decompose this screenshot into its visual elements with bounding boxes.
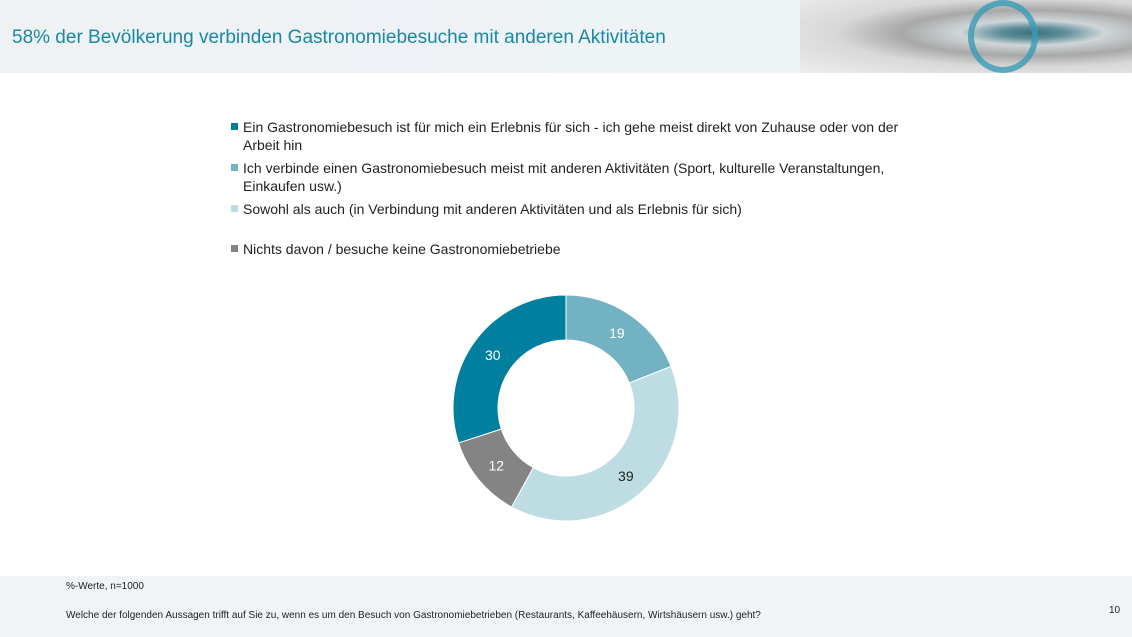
donut-slice xyxy=(452,294,567,444)
legend-swatch xyxy=(231,245,238,252)
data-label: 19 xyxy=(609,325,625,341)
legend-label: Sowohl als auch (in Verbindung mit ander… xyxy=(243,201,742,217)
donut-slice xyxy=(510,365,680,522)
footer xyxy=(0,576,1132,637)
chart-legend: Ein Gastronomiebesuch ist für mich ein E… xyxy=(231,118,921,263)
sample-note: %-Werte, n=1000 xyxy=(66,581,144,592)
legend-item: Nichts davon / besuche keine Gastronomie… xyxy=(231,240,921,258)
legend-label: Ein Gastronomiebesuch ist für mich ein E… xyxy=(243,119,899,153)
data-label: 12 xyxy=(488,458,504,474)
eye-image xyxy=(800,0,1132,73)
data-label: 30 xyxy=(485,347,501,363)
legend-swatch xyxy=(231,123,238,130)
data-label: 39 xyxy=(618,468,634,484)
legend-item: Ich verbinde einen Gastronomiebesuch mei… xyxy=(231,159,921,195)
legend-label: Nichts davon / besuche keine Gastronomie… xyxy=(243,241,561,257)
legend-item: Ein Gastronomiebesuch ist für mich ein E… xyxy=(231,118,921,154)
logo-ring xyxy=(968,0,1038,73)
legend-label: Ich verbinde einen Gastronomiebesuch mei… xyxy=(243,160,885,194)
page-number: 10 xyxy=(1109,605,1121,616)
survey-question: Welche der folgenden Aussagen trifft auf… xyxy=(66,610,761,621)
page-title: 58% der Bevölkerung verbinden Gastronomi… xyxy=(12,27,666,48)
legend-item: Sowohl als auch (in Verbindung mit ander… xyxy=(231,200,921,218)
legend-swatch xyxy=(231,164,238,171)
legend-swatch xyxy=(231,205,238,212)
